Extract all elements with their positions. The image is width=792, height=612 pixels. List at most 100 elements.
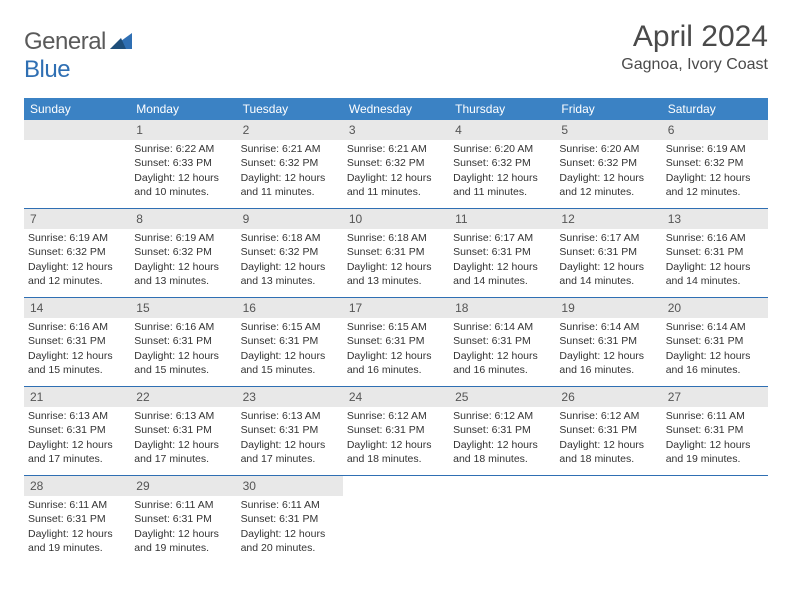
day-content: Sunrise: 6:11 AMSunset: 6:31 PMDaylight:… bbox=[662, 407, 768, 470]
day-number: 1 bbox=[130, 120, 236, 140]
day-cell: 14Sunrise: 6:16 AMSunset: 6:31 PMDayligh… bbox=[24, 298, 130, 386]
daylight-text: Daylight: 12 hours and 19 minutes. bbox=[28, 527, 126, 555]
daylight-text: Daylight: 12 hours and 13 minutes. bbox=[347, 260, 445, 288]
day-cell bbox=[24, 120, 130, 208]
daylight-text: Daylight: 12 hours and 12 minutes. bbox=[28, 260, 126, 288]
sunrise-text: Sunrise: 6:17 AM bbox=[559, 231, 657, 245]
sunset-text: Sunset: 6:31 PM bbox=[453, 334, 551, 348]
day-number: 24 bbox=[343, 387, 449, 407]
sunset-text: Sunset: 6:31 PM bbox=[666, 245, 764, 259]
sunrise-text: Sunrise: 6:14 AM bbox=[453, 320, 551, 334]
sunset-text: Sunset: 6:32 PM bbox=[453, 156, 551, 170]
day-content: Sunrise: 6:12 AMSunset: 6:31 PMDaylight:… bbox=[343, 407, 449, 470]
day-cell: 2Sunrise: 6:21 AMSunset: 6:32 PMDaylight… bbox=[237, 120, 343, 208]
day-number: 16 bbox=[237, 298, 343, 318]
week-row: 7Sunrise: 6:19 AMSunset: 6:32 PMDaylight… bbox=[24, 209, 768, 298]
day-content: Sunrise: 6:13 AMSunset: 6:31 PMDaylight:… bbox=[237, 407, 343, 470]
sunrise-text: Sunrise: 6:14 AM bbox=[559, 320, 657, 334]
sunset-text: Sunset: 6:32 PM bbox=[241, 245, 339, 259]
day-number: 18 bbox=[449, 298, 555, 318]
sunset-text: Sunset: 6:31 PM bbox=[559, 334, 657, 348]
day-number: 28 bbox=[24, 476, 130, 496]
daylight-text: Daylight: 12 hours and 12 minutes. bbox=[666, 171, 764, 199]
day-content: Sunrise: 6:20 AMSunset: 6:32 PMDaylight:… bbox=[449, 140, 555, 203]
day-number: 6 bbox=[662, 120, 768, 140]
day-cell: 25Sunrise: 6:12 AMSunset: 6:31 PMDayligh… bbox=[449, 387, 555, 475]
logo: General Blue bbox=[24, 28, 132, 84]
week-row: 28Sunrise: 6:11 AMSunset: 6:31 PMDayligh… bbox=[24, 476, 768, 564]
title-block: April 2024 Gagnoa, Ivory Coast bbox=[621, 20, 768, 74]
day-number: 20 bbox=[662, 298, 768, 318]
sunrise-text: Sunrise: 6:21 AM bbox=[347, 142, 445, 156]
day-cell: 3Sunrise: 6:21 AMSunset: 6:32 PMDaylight… bbox=[343, 120, 449, 208]
logo-triangle-icon bbox=[110, 33, 132, 49]
day-cell: 28Sunrise: 6:11 AMSunset: 6:31 PMDayligh… bbox=[24, 476, 130, 564]
location-label: Gagnoa, Ivory Coast bbox=[621, 56, 768, 74]
day-content: Sunrise: 6:19 AMSunset: 6:32 PMDaylight:… bbox=[662, 140, 768, 203]
day-content: Sunrise: 6:14 AMSunset: 6:31 PMDaylight:… bbox=[449, 318, 555, 381]
daylight-text: Daylight: 12 hours and 11 minutes. bbox=[241, 171, 339, 199]
day-cell: 9Sunrise: 6:18 AMSunset: 6:32 PMDaylight… bbox=[237, 209, 343, 297]
day-content: Sunrise: 6:16 AMSunset: 6:31 PMDaylight:… bbox=[130, 318, 236, 381]
day-number: 26 bbox=[555, 387, 661, 407]
sunset-text: Sunset: 6:32 PM bbox=[28, 245, 126, 259]
day-cell: 18Sunrise: 6:14 AMSunset: 6:31 PMDayligh… bbox=[449, 298, 555, 386]
sunrise-text: Sunrise: 6:13 AM bbox=[28, 409, 126, 423]
day-cell: 13Sunrise: 6:16 AMSunset: 6:31 PMDayligh… bbox=[662, 209, 768, 297]
day-number-empty bbox=[24, 120, 130, 140]
sunset-text: Sunset: 6:31 PM bbox=[559, 423, 657, 437]
day-cell bbox=[449, 476, 555, 564]
sunrise-text: Sunrise: 6:12 AM bbox=[559, 409, 657, 423]
daylight-text: Daylight: 12 hours and 18 minutes. bbox=[559, 438, 657, 466]
sunset-text: Sunset: 6:31 PM bbox=[134, 512, 232, 526]
day-number: 5 bbox=[555, 120, 661, 140]
sunrise-text: Sunrise: 6:12 AM bbox=[453, 409, 551, 423]
day-cell: 19Sunrise: 6:14 AMSunset: 6:31 PMDayligh… bbox=[555, 298, 661, 386]
daylight-text: Daylight: 12 hours and 15 minutes. bbox=[28, 349, 126, 377]
sunset-text: Sunset: 6:31 PM bbox=[241, 512, 339, 526]
sunrise-text: Sunrise: 6:11 AM bbox=[241, 498, 339, 512]
day-cell: 17Sunrise: 6:15 AMSunset: 6:31 PMDayligh… bbox=[343, 298, 449, 386]
day-cell: 20Sunrise: 6:14 AMSunset: 6:31 PMDayligh… bbox=[662, 298, 768, 386]
day-number: 14 bbox=[24, 298, 130, 318]
day-content: Sunrise: 6:22 AMSunset: 6:33 PMDaylight:… bbox=[130, 140, 236, 203]
sunrise-text: Sunrise: 6:17 AM bbox=[453, 231, 551, 245]
weekday-header: Saturday bbox=[662, 98, 768, 120]
weekday-header-row: Sunday Monday Tuesday Wednesday Thursday… bbox=[24, 98, 768, 120]
week-row: 14Sunrise: 6:16 AMSunset: 6:31 PMDayligh… bbox=[24, 298, 768, 387]
day-content: Sunrise: 6:21 AMSunset: 6:32 PMDaylight:… bbox=[237, 140, 343, 203]
sunset-text: Sunset: 6:31 PM bbox=[241, 334, 339, 348]
day-number: 17 bbox=[343, 298, 449, 318]
sunrise-text: Sunrise: 6:16 AM bbox=[134, 320, 232, 334]
daylight-text: Daylight: 12 hours and 19 minutes. bbox=[134, 527, 232, 555]
weekday-header: Sunday bbox=[24, 98, 130, 120]
day-content: Sunrise: 6:11 AMSunset: 6:31 PMDaylight:… bbox=[237, 496, 343, 559]
sunset-text: Sunset: 6:32 PM bbox=[666, 156, 764, 170]
sunrise-text: Sunrise: 6:13 AM bbox=[134, 409, 232, 423]
sunrise-text: Sunrise: 6:15 AM bbox=[347, 320, 445, 334]
day-content: Sunrise: 6:11 AMSunset: 6:31 PMDaylight:… bbox=[24, 496, 130, 559]
day-number: 15 bbox=[130, 298, 236, 318]
sunset-text: Sunset: 6:32 PM bbox=[134, 245, 232, 259]
sunset-text: Sunset: 6:31 PM bbox=[28, 334, 126, 348]
logo-word-blue: Blue bbox=[24, 56, 70, 83]
daylight-text: Daylight: 12 hours and 18 minutes. bbox=[453, 438, 551, 466]
logo-word-general: General bbox=[24, 28, 106, 55]
daylight-text: Daylight: 12 hours and 14 minutes. bbox=[666, 260, 764, 288]
sunset-text: Sunset: 6:32 PM bbox=[559, 156, 657, 170]
day-content: Sunrise: 6:14 AMSunset: 6:31 PMDaylight:… bbox=[555, 318, 661, 381]
daylight-text: Daylight: 12 hours and 20 minutes. bbox=[241, 527, 339, 555]
day-content: Sunrise: 6:19 AMSunset: 6:32 PMDaylight:… bbox=[130, 229, 236, 292]
weekday-header: Tuesday bbox=[237, 98, 343, 120]
daylight-text: Daylight: 12 hours and 14 minutes. bbox=[559, 260, 657, 288]
sunset-text: Sunset: 6:31 PM bbox=[347, 423, 445, 437]
day-number: 13 bbox=[662, 209, 768, 229]
day-content: Sunrise: 6:17 AMSunset: 6:31 PMDaylight:… bbox=[555, 229, 661, 292]
day-cell: 11Sunrise: 6:17 AMSunset: 6:31 PMDayligh… bbox=[449, 209, 555, 297]
daylight-text: Daylight: 12 hours and 16 minutes. bbox=[347, 349, 445, 377]
day-cell: 12Sunrise: 6:17 AMSunset: 6:31 PMDayligh… bbox=[555, 209, 661, 297]
sunset-text: Sunset: 6:31 PM bbox=[134, 423, 232, 437]
sunset-text: Sunset: 6:31 PM bbox=[453, 245, 551, 259]
day-cell bbox=[343, 476, 449, 564]
daylight-text: Daylight: 12 hours and 11 minutes. bbox=[453, 171, 551, 199]
